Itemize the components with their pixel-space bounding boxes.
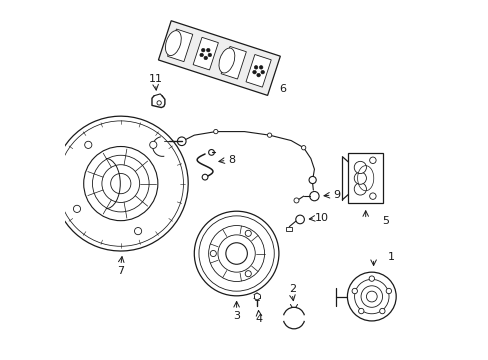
- Text: 6: 6: [279, 84, 285, 94]
- Circle shape: [102, 165, 140, 202]
- Circle shape: [309, 192, 319, 201]
- Circle shape: [199, 216, 274, 291]
- Polygon shape: [193, 37, 218, 70]
- Circle shape: [83, 147, 158, 221]
- Text: 4: 4: [255, 314, 262, 324]
- Circle shape: [261, 70, 264, 74]
- Circle shape: [254, 66, 257, 69]
- Circle shape: [353, 161, 366, 174]
- Circle shape: [358, 309, 363, 314]
- Circle shape: [73, 205, 81, 212]
- Circle shape: [295, 215, 304, 224]
- Ellipse shape: [219, 48, 234, 73]
- Circle shape: [228, 246, 244, 261]
- Circle shape: [201, 48, 204, 52]
- Circle shape: [353, 172, 366, 184]
- Circle shape: [301, 145, 305, 150]
- Circle shape: [368, 276, 374, 281]
- Circle shape: [84, 141, 92, 148]
- Circle shape: [369, 193, 375, 199]
- Text: 10: 10: [314, 213, 328, 223]
- Text: 8: 8: [228, 154, 235, 165]
- Text: 3: 3: [233, 311, 240, 320]
- Bar: [348, 153, 382, 203]
- Circle shape: [218, 235, 255, 272]
- Circle shape: [308, 176, 316, 184]
- Circle shape: [194, 211, 278, 296]
- Circle shape: [208, 226, 264, 282]
- Circle shape: [208, 149, 214, 155]
- Polygon shape: [167, 29, 192, 62]
- Circle shape: [386, 288, 391, 294]
- Circle shape: [366, 291, 376, 302]
- Polygon shape: [158, 21, 280, 95]
- Circle shape: [353, 183, 366, 195]
- Circle shape: [346, 272, 395, 321]
- Circle shape: [58, 121, 183, 246]
- Circle shape: [252, 70, 256, 74]
- Circle shape: [207, 53, 211, 57]
- Circle shape: [110, 174, 131, 194]
- Bar: [286, 226, 292, 231]
- Text: 1: 1: [387, 252, 394, 262]
- Circle shape: [351, 288, 357, 294]
- Circle shape: [244, 230, 251, 237]
- Ellipse shape: [165, 31, 181, 55]
- Circle shape: [157, 101, 161, 105]
- Circle shape: [134, 228, 142, 235]
- Circle shape: [203, 56, 207, 60]
- Circle shape: [200, 53, 203, 57]
- Text: 11: 11: [148, 74, 162, 84]
- Circle shape: [202, 174, 207, 180]
- Text: 7: 7: [117, 266, 124, 276]
- Circle shape: [244, 271, 251, 277]
- Circle shape: [206, 48, 210, 52]
- Circle shape: [177, 137, 185, 145]
- Polygon shape: [221, 46, 246, 79]
- Circle shape: [225, 243, 247, 264]
- Circle shape: [369, 157, 375, 163]
- Circle shape: [213, 130, 218, 134]
- Text: 9: 9: [333, 190, 340, 200]
- Circle shape: [210, 251, 216, 257]
- Circle shape: [379, 309, 384, 314]
- Circle shape: [259, 66, 263, 69]
- Circle shape: [354, 279, 388, 314]
- Text: 2: 2: [288, 284, 295, 294]
- Text: 5: 5: [381, 216, 388, 225]
- Circle shape: [92, 155, 149, 212]
- Circle shape: [149, 141, 157, 148]
- Polygon shape: [245, 54, 271, 87]
- Circle shape: [360, 286, 382, 307]
- Circle shape: [256, 73, 260, 77]
- Circle shape: [267, 133, 271, 137]
- Circle shape: [293, 198, 298, 203]
